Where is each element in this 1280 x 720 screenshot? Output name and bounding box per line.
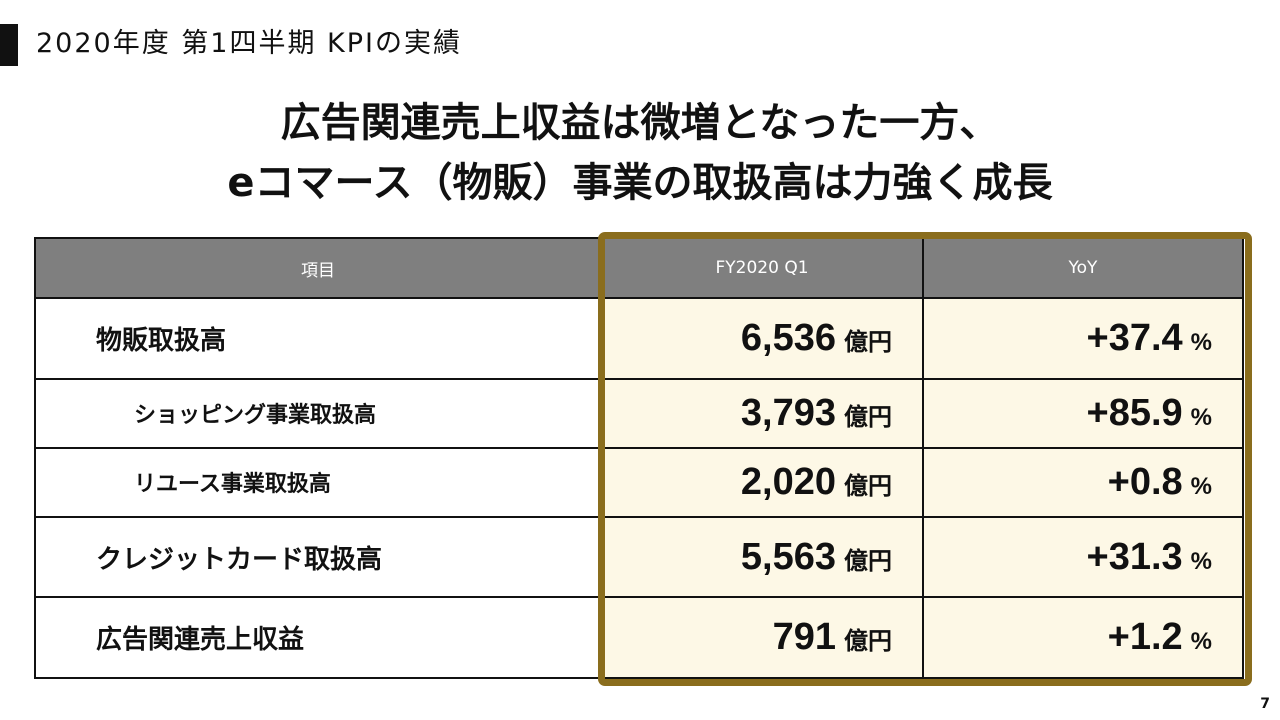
value-unit: 億円 bbox=[844, 402, 892, 431]
table-row: 広告関連売上収益 791 億円 +1.2% bbox=[34, 596, 1244, 679]
value-cell: 6,536 億円 bbox=[600, 297, 924, 380]
table-row: ショッピング事業取扱高 3,793 億円 +85.9% bbox=[34, 377, 1244, 449]
yoy-cell: +85.9% bbox=[922, 377, 1244, 449]
row-label: リユース事業取扱高 bbox=[34, 446, 602, 518]
value-unit: 億円 bbox=[844, 471, 892, 500]
value-cell: 5,563 億円 bbox=[600, 515, 924, 599]
yoy-cell: +1.2% bbox=[922, 596, 1244, 679]
header-yoy: YoY bbox=[922, 237, 1244, 299]
yoy-number: +0.8 bbox=[1107, 460, 1183, 503]
yoy-unit: % bbox=[1190, 472, 1212, 500]
table-header-row: 項目 FY2020 Q1 YoY bbox=[34, 237, 1244, 299]
section-title: 2020年度 第1四半期 KPIの実績 bbox=[36, 28, 463, 59]
header-fy2020-q1: FY2020 Q1 bbox=[600, 237, 924, 299]
headline-line-1: 広告関連売上収益は微増となった一方、 bbox=[280, 100, 1000, 146]
header-item: 項目 bbox=[34, 237, 602, 299]
value-number: 6,536 bbox=[740, 316, 836, 359]
yoy-unit: % bbox=[1190, 403, 1212, 431]
yoy-cell: +0.8% bbox=[922, 446, 1244, 518]
headline-line-2: eコマース（物販）事業の取扱高は力強く成長 bbox=[227, 160, 1053, 206]
yoy-number: +1.2 bbox=[1107, 616, 1183, 659]
yoy-cell: +37.4% bbox=[922, 297, 1244, 380]
kpi-table: 項目 FY2020 Q1 YoY 物販取扱高 6,536 億円 +37.4% ショ… bbox=[34, 237, 1244, 679]
value-number: 5,563 bbox=[740, 535, 836, 578]
row-label: クレジットカード取扱高 bbox=[34, 515, 602, 599]
value-unit: 億円 bbox=[844, 327, 892, 356]
yoy-cell: +31.3% bbox=[922, 515, 1244, 599]
table-row: クレジットカード取扱高 5,563 億円 +31.3% bbox=[34, 515, 1244, 599]
yoy-number: +31.3 bbox=[1086, 535, 1183, 578]
value-cell: 3,793 億円 bbox=[600, 377, 924, 449]
yoy-unit: % bbox=[1190, 628, 1212, 656]
value-number: 791 bbox=[772, 616, 836, 659]
value-number: 3,793 bbox=[740, 391, 836, 434]
page-number: 7 bbox=[1260, 696, 1270, 712]
yoy-unit: % bbox=[1190, 328, 1212, 356]
value-cell: 2,020 億円 bbox=[600, 446, 924, 518]
yoy-unit: % bbox=[1190, 547, 1212, 575]
yoy-number: +37.4 bbox=[1086, 316, 1183, 359]
row-label: 広告関連売上収益 bbox=[34, 596, 602, 679]
yoy-number: +85.9 bbox=[1086, 391, 1183, 434]
value-unit: 億円 bbox=[844, 627, 892, 656]
table-row: 物販取扱高 6,536 億円 +37.4% bbox=[34, 297, 1244, 380]
row-label: ショッピング事業取扱高 bbox=[34, 377, 602, 449]
section-marker bbox=[0, 24, 18, 66]
value-number: 2,020 bbox=[740, 460, 836, 503]
row-label: 物販取扱高 bbox=[34, 297, 602, 380]
value-unit: 億円 bbox=[844, 546, 892, 575]
table-row: リユース事業取扱高 2,020 億円 +0.8% bbox=[34, 446, 1244, 518]
value-cell: 791 億円 bbox=[600, 596, 924, 679]
